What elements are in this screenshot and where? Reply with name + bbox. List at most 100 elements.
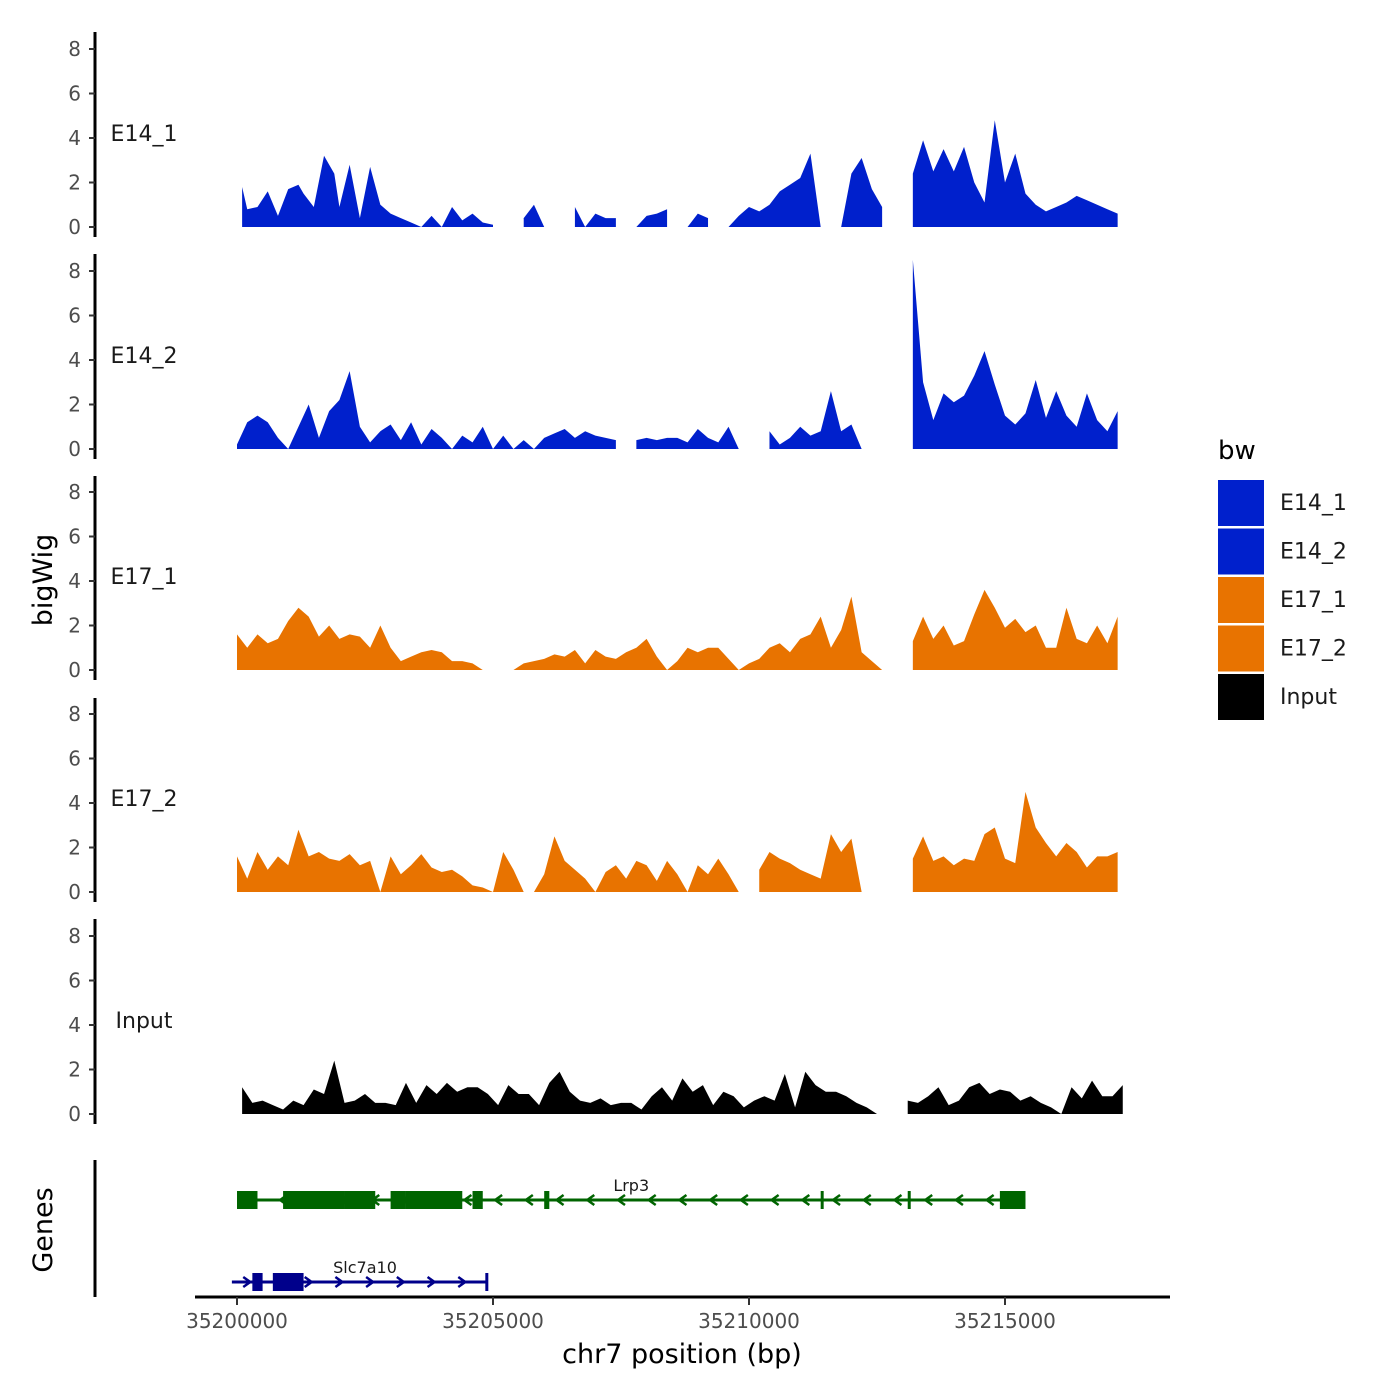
- legend-label-E17_1: E17_1: [1280, 588, 1347, 613]
- legend-title: bw: [1218, 436, 1256, 466]
- gene-Lrp3: Lrp3: [237, 1176, 1026, 1209]
- x-axis: 35200000 35205000 35210000 35215000: [186, 1295, 1170, 1333]
- y-tick-label-E14_2: 0: [68, 437, 81, 461]
- x-tick-label: 35215000: [954, 1309, 1056, 1333]
- area-E17_1: [237, 607, 493, 670]
- strand-chevron-Lrp3: [892, 1193, 903, 1207]
- strand-chevron-Lrp3: [523, 1193, 534, 1207]
- area-E14_1: [728, 153, 883, 227]
- y-tick-label-E17_2: 6: [68, 747, 81, 771]
- strand-chevron-Lrp3: [738, 1193, 749, 1207]
- legend-swatch-E14_2: [1218, 528, 1264, 575]
- legend: bw E14_1 E14_2 E17_1 E17_2 Input: [1218, 436, 1347, 720]
- strand-chevron-Lrp3: [769, 1193, 780, 1207]
- exon-Slc7a10: [485, 1273, 489, 1291]
- area-E17_2: [912, 791, 1118, 892]
- exon-Lrp3: [283, 1191, 345, 1209]
- track-label-Input: Input: [116, 1009, 173, 1034]
- y-tick-label-E14_1: 2: [68, 171, 81, 195]
- exon-Slc7a10: [272, 1273, 304, 1291]
- area-E14_2: [237, 371, 616, 449]
- area-E17_2: [237, 829, 739, 892]
- strand-chevron-Slc7a10: [457, 1275, 468, 1289]
- y-tick-label-E17_1: 4: [68, 569, 81, 593]
- area-E14_1: [636, 209, 668, 227]
- y-tick-label-E17_2: 2: [68, 836, 81, 860]
- y-tick-label-E17_2: 0: [68, 880, 81, 904]
- area-E14_2: [912, 259, 1118, 449]
- track-Input: 0 2 4 6 8 Input: [68, 919, 1123, 1126]
- y-tick-label-E17_2: 4: [68, 791, 81, 815]
- y-tick-label-E17_1: 2: [68, 614, 81, 638]
- area-E14_1: [523, 204, 545, 227]
- gene-track: Lrp3 Slc7a10: [93, 1160, 1026, 1297]
- area-E14_1: [687, 213, 709, 227]
- track-label-E14_1: E14_1: [111, 122, 178, 147]
- x-tick-label: 35205000: [442, 1309, 544, 1333]
- strand-chevron-Lrp3: [554, 1193, 565, 1207]
- y-tick-label-E14_2: 8: [68, 259, 81, 283]
- y-tick-label-E14_2: 4: [68, 348, 81, 372]
- exon-Lrp3: [405, 1191, 463, 1209]
- legend-swatch-E17_2: [1218, 625, 1264, 672]
- y-tick-label-E17_1: 6: [68, 525, 81, 549]
- y-tick-label-E14_2: 6: [68, 304, 81, 328]
- strand-chevron-Lrp3: [708, 1193, 718, 1207]
- exon-Slc7a10: [252, 1273, 263, 1291]
- area-E17_1: [513, 596, 883, 670]
- strand-chevron-Lrp3: [861, 1193, 872, 1207]
- strand-chevron-Lrp3: [462, 1193, 473, 1207]
- strand-chevron-Slc7a10: [426, 1275, 437, 1289]
- exon-Lrp3: [544, 1191, 550, 1209]
- area-E17_2: [759, 834, 883, 892]
- track-E14_2: 0 2 4 6 8 E14_2: [68, 254, 1118, 461]
- y-tick-label-E17_2: 8: [68, 702, 81, 726]
- area-E14_1: [912, 120, 1118, 227]
- legend-swatch-E17_1: [1218, 577, 1264, 623]
- signal-tracks: 0 2 4 6 8 E14_1 0 2 4 6 8 E14_2 0 2 4 6 8 E17_1 0 2 4 6 8 E17_2…: [68, 32, 1123, 1126]
- track-E17_1: 0 2 4 6 8 E17_1: [68, 476, 1118, 682]
- exon-Lrp3: [472, 1191, 483, 1209]
- track-E14_1: 0 2 4 6 8 E14_1: [68, 32, 1118, 239]
- exon-Lrp3: [390, 1191, 406, 1209]
- legend-label-Input: Input: [1280, 685, 1337, 710]
- area-E14_1: [574, 206, 616, 227]
- strand-chevron-Slc7a10: [334, 1275, 345, 1289]
- legend-label-E14_2: E14_2: [1280, 540, 1347, 565]
- exon-Lrp3: [344, 1191, 376, 1209]
- gene-label-Slc7a10: Slc7a10: [333, 1258, 397, 1277]
- gene-label-Lrp3: Lrp3: [613, 1176, 649, 1195]
- y-tick-label-Input: 6: [68, 969, 81, 993]
- strand-chevron-Lrp3: [830, 1193, 841, 1207]
- area-Input: [242, 1060, 888, 1114]
- legend-label-E17_2: E17_2: [1280, 637, 1347, 662]
- strand-chevron-Slc7a10: [242, 1275, 253, 1289]
- track-label-E14_2: E14_2: [111, 344, 178, 369]
- area-E14_2: [769, 391, 883, 449]
- y-tick-label-E14_2: 2: [68, 393, 81, 417]
- y-tick-label-Input: 0: [68, 1102, 81, 1126]
- genes-track-title: Genes: [28, 1187, 59, 1272]
- strand-chevron-Lrp3: [492, 1193, 503, 1207]
- legend-label-E14_1: E14_1: [1280, 491, 1347, 516]
- y-tick-label-Input: 8: [68, 924, 81, 948]
- y-tick-label-E17_1: 0: [68, 658, 81, 682]
- exon-Lrp3: [907, 1191, 911, 1209]
- area-E14_2: [636, 426, 749, 449]
- area-E14_1: [242, 155, 493, 227]
- legend-swatch-Input: [1218, 674, 1264, 720]
- strand-chevron-Slc7a10: [396, 1275, 406, 1289]
- strand-chevron-Lrp3: [615, 1193, 626, 1207]
- track-label-E17_1: E17_1: [111, 565, 178, 590]
- strand-chevron-Lrp3: [677, 1193, 688, 1207]
- y-tick-label-E17_1: 8: [68, 480, 81, 504]
- track-E17_2: 0 2 4 6 8 E17_2: [68, 698, 1118, 904]
- exon-Lrp3: [820, 1191, 824, 1209]
- x-tick-label: 35210000: [698, 1309, 800, 1333]
- y-tick-label-E14_1: 8: [68, 37, 81, 61]
- area-Input: [907, 1080, 1123, 1114]
- exon-Lrp3: [237, 1191, 258, 1209]
- area-E17_1: [912, 589, 1118, 670]
- gene-Slc7a10: Slc7a10: [231, 1258, 489, 1291]
